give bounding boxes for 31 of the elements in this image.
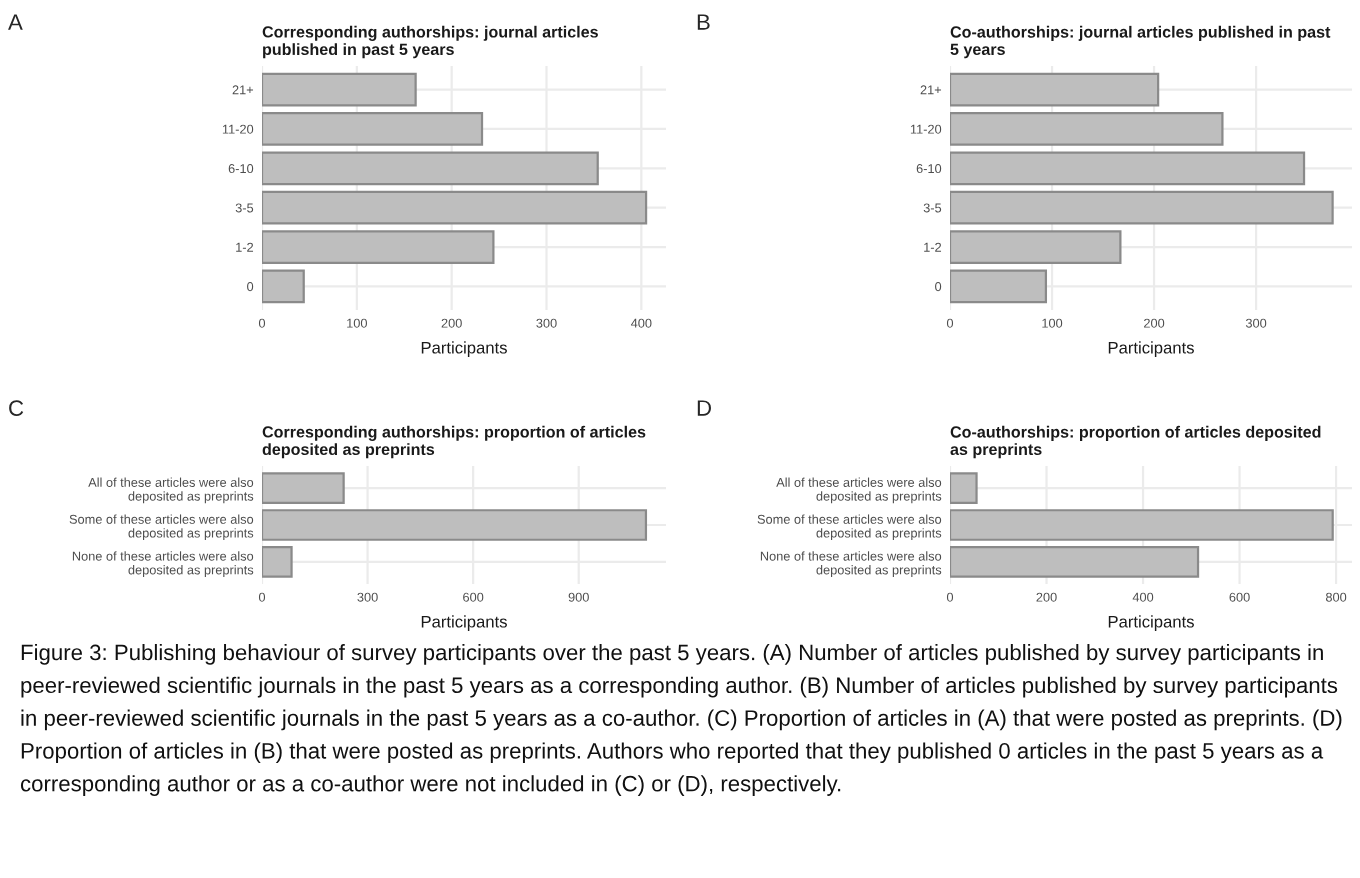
bar bbox=[950, 112, 1224, 146]
text: C bbox=[9, 400, 24, 416]
bar bbox=[262, 72, 417, 107]
bar bbox=[262, 190, 648, 225]
chart-title: Co-authorships: journal articles published in past 5 years bbox=[950, 25, 1331, 59]
x-axis-title: Participants bbox=[421, 615, 507, 631]
bar bbox=[950, 546, 1200, 578]
bar bbox=[950, 509, 1334, 541]
bar bbox=[262, 112, 484, 146]
bar bbox=[262, 230, 495, 264]
bar bbox=[950, 151, 1306, 186]
caption: Figure 3: Publishing behaviour of survey participants over the past 5 years. (A) Number of articles published by survey participants in peer-reviewed scientific journals in the past 5 years as a corresponding author. (B) Number of articles published by survey participants in peer-reviewed scientific journals in the past 5 years as a co-author. (C) Proportion of articles in (A) that were posted as preprints. (D) Proportion of articles in (B) that were posted as preprints. Authors who reported that they published 0 articles in the past 5 years as a corresponding author or as a co-author were not included in (C) or (D), respectively. bbox=[20, 644, 1342, 796]
bar bbox=[950, 472, 978, 504]
bar bbox=[262, 509, 648, 541]
bar bbox=[950, 230, 1122, 264]
text: A bbox=[8, 14, 23, 30]
bar bbox=[950, 269, 1048, 304]
x-axis-title: Participants bbox=[1108, 341, 1194, 357]
text: B bbox=[697, 14, 710, 30]
bar bbox=[262, 269, 305, 304]
bar bbox=[950, 190, 1334, 225]
text: D bbox=[697, 400, 711, 416]
x-axis-title: Participants bbox=[1108, 615, 1194, 631]
chart-title: Corresponding authorships: proportion of articles deposited as preprints bbox=[262, 425, 646, 459]
chart-title: Corresponding authorships: journal articles published in past 5 years bbox=[262, 25, 598, 59]
chart-title: Co-authorships: proportion of articles deposited as preprints bbox=[950, 425, 1321, 459]
x-axis-title: Participants bbox=[421, 341, 507, 357]
bar bbox=[262, 151, 599, 186]
bar bbox=[262, 472, 345, 504]
bar bbox=[262, 546, 293, 578]
bar bbox=[950, 72, 1160, 107]
